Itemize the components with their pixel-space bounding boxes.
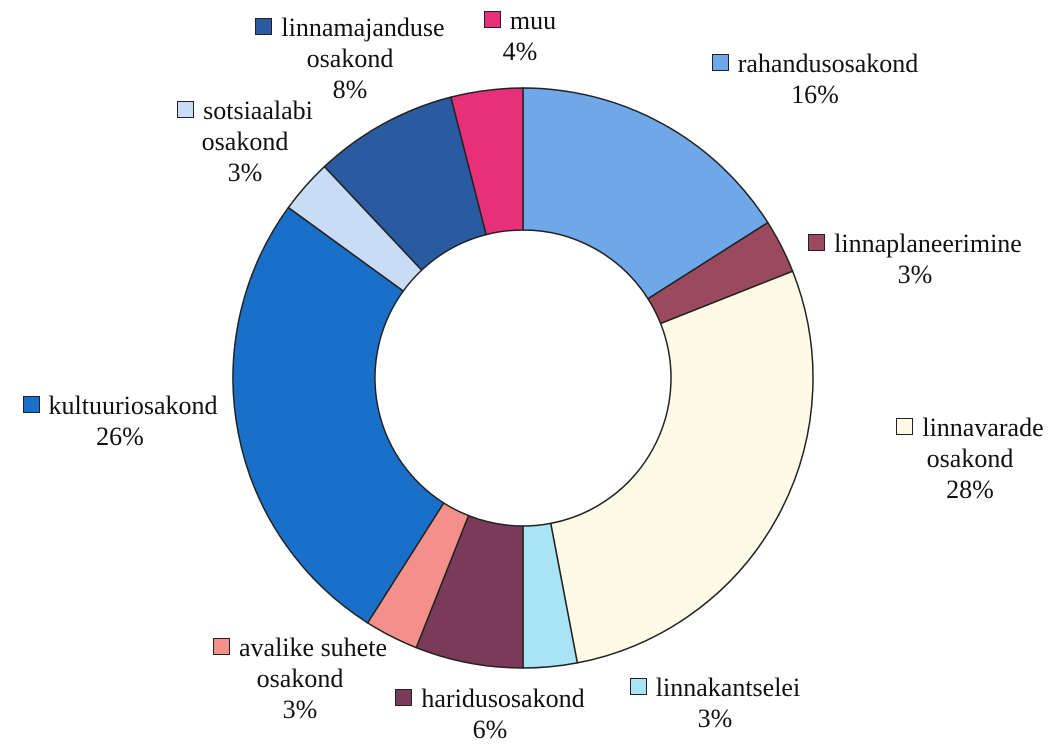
slice-label: linnakantselei 3% (585, 672, 845, 734)
category-name: haridusosakond (421, 684, 585, 713)
value-label: 3% (282, 695, 318, 724)
slice-label: linnaplaneerimine 3% (775, 228, 1055, 290)
legend-swatch (395, 689, 413, 706)
donut-slice (232, 206, 445, 624)
slice-label: kultuuriosakond 26% (0, 390, 260, 452)
category-name: avalike suhete osakond (239, 633, 387, 693)
legend-swatch (177, 101, 195, 118)
slice-label: rahandusosakond 16% (675, 48, 955, 110)
slice-label: linnavarade osakond 28% (870, 412, 1058, 505)
value-label: 3% (697, 704, 733, 733)
slice-label: muu 4% (460, 5, 580, 67)
legend-swatch (629, 678, 647, 695)
slice-label: avalike suhete osakond 3% (195, 632, 405, 725)
value-label: 16% (791, 80, 839, 109)
value-label: 4% (502, 37, 538, 66)
value-label: 3% (897, 260, 933, 289)
legend-swatch (213, 638, 230, 655)
slice-label: haridusosakond 6% (360, 683, 620, 745)
legend-swatch (255, 18, 273, 35)
value-label: 28% (946, 475, 994, 504)
category-name: linnaplaneerimine (834, 229, 1022, 258)
category-name: linnavarade osakond (922, 413, 1044, 473)
value-label: 6% (472, 715, 508, 744)
category-name: rahandusosakond (737, 49, 919, 78)
donut-slice (522, 87, 769, 300)
value-label: 26% (96, 422, 144, 451)
value-label: 8% (332, 75, 368, 104)
category-name: sotsiaalabi osakond (201, 96, 313, 156)
slice-label: sotsiaalabi osakond 3% (155, 95, 335, 188)
donut-slice (549, 270, 814, 664)
category-name: linnamajanduse osakond (281, 13, 445, 73)
donut-slice (449, 87, 524, 236)
legend-swatch (808, 234, 826, 251)
legend-swatch (22, 396, 40, 413)
category-name: linnakantselei (655, 673, 801, 702)
legend-swatch (896, 418, 914, 435)
value-label: 3% (227, 158, 263, 187)
category-name: kultuuriosakond (48, 391, 218, 420)
category-name: muu (509, 6, 557, 35)
legend-swatch (711, 54, 729, 71)
legend-swatch (483, 11, 501, 28)
slice-label: linnamajanduse osakond 8% (235, 12, 465, 105)
